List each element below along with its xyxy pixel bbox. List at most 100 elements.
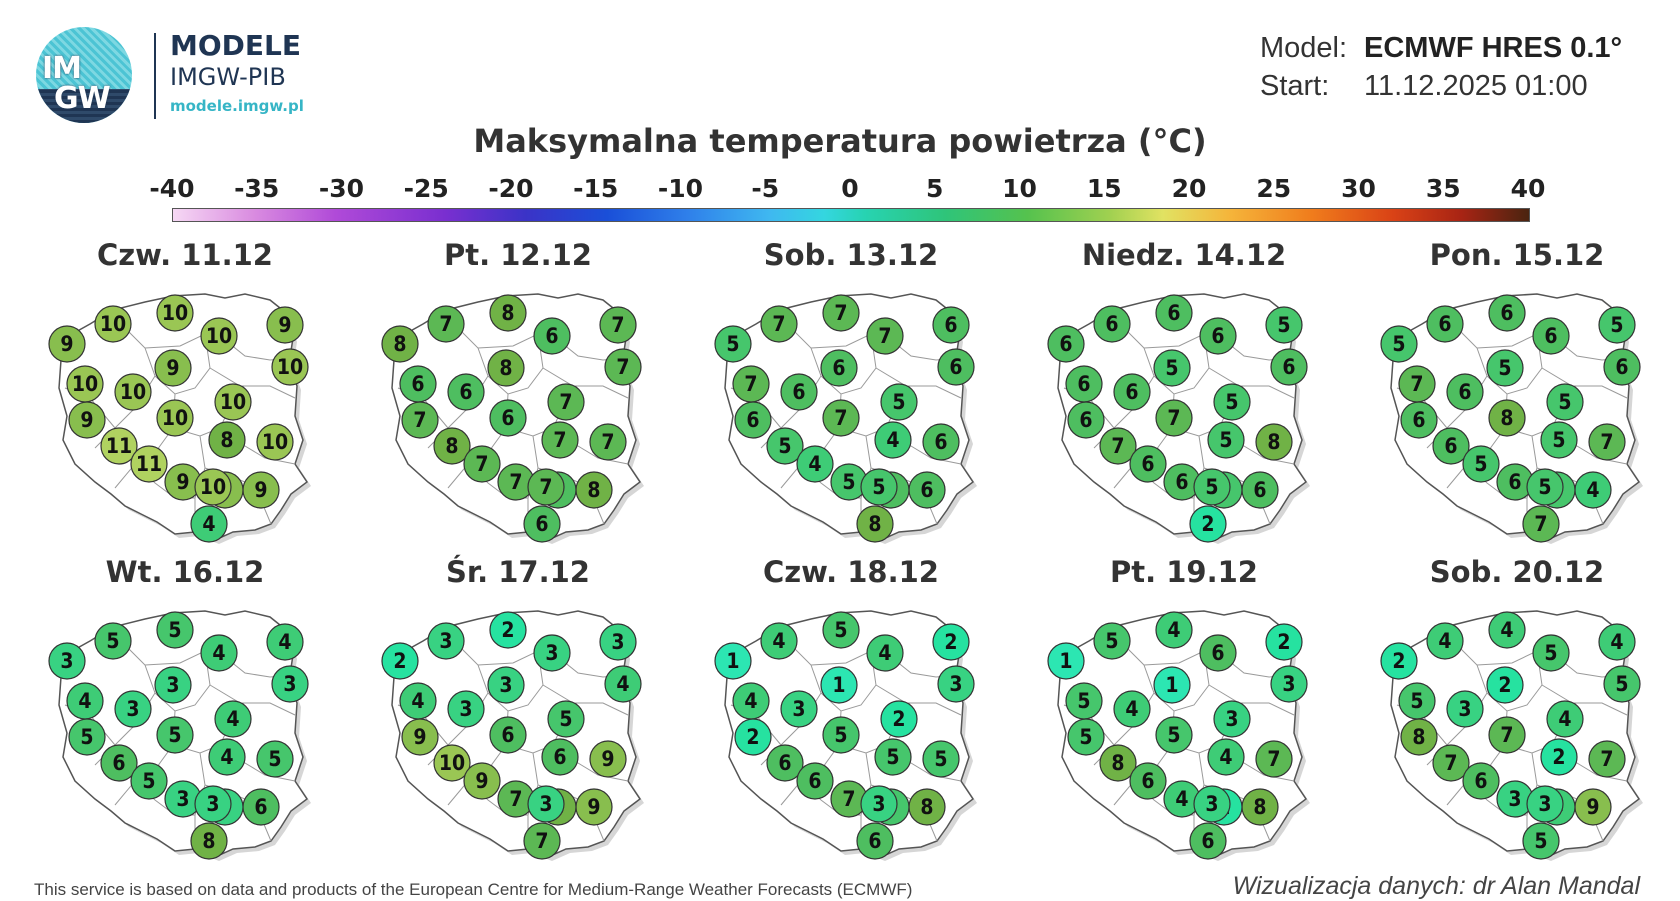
temperature-marker: 5 bbox=[1398, 682, 1436, 720]
temperature-marker: 6 bbox=[922, 423, 960, 461]
temperature-value: 10 bbox=[277, 355, 303, 379]
temperature-value: 3 bbox=[949, 672, 962, 696]
voivodeship-border bbox=[209, 684, 296, 716]
temperature-value: 5 bbox=[1534, 829, 1547, 853]
temperature-value: 8 bbox=[1267, 430, 1280, 454]
temperature-bubble bbox=[463, 762, 501, 800]
temperature-marker: 1 bbox=[820, 666, 858, 704]
day-title: Pon. 15.12 bbox=[1429, 238, 1605, 272]
temperature-bubble bbox=[1129, 762, 1167, 800]
temperature-marker: 10 bbox=[256, 423, 294, 461]
temperature-marker: 7 bbox=[527, 468, 565, 506]
temperature-value: 3 bbox=[539, 792, 552, 816]
logo-subtitle: IMGW-PIB bbox=[170, 63, 286, 91]
temperature-marker: 7 bbox=[866, 317, 904, 355]
temperature-marker: 9 bbox=[401, 718, 439, 756]
temperature-marker: 6 bbox=[1067, 401, 1105, 439]
temperature-bubble bbox=[734, 401, 772, 439]
temperature-value: 10 bbox=[262, 430, 288, 454]
color-scale: -40 -35 -30 -25 -20 -15 -10 -5 0 5 10 15 20 25 30 35 40 bbox=[149, 170, 1545, 226]
temperature-value: 4 bbox=[212, 641, 225, 665]
temperature-bubble bbox=[860, 468, 898, 506]
voivodeship-border bbox=[1541, 367, 1628, 399]
temperature-value: 6 bbox=[934, 430, 947, 454]
temperature-bubble bbox=[523, 822, 561, 860]
day-title: Sob. 13.12 bbox=[763, 238, 939, 272]
temperature-value: 5 bbox=[80, 725, 93, 749]
temperature-value: 7 bbox=[413, 408, 426, 432]
temperature-marker: 7 bbox=[760, 305, 798, 343]
temperature-bubble bbox=[1546, 383, 1584, 421]
temperature-marker: 5 bbox=[822, 611, 860, 649]
temperature-bubble bbox=[489, 399, 527, 437]
voivodeship-border bbox=[875, 367, 962, 399]
temperature-marker: 7 bbox=[1155, 399, 1193, 437]
temperature-marker: 5 bbox=[1067, 718, 1105, 756]
temperature-bubble bbox=[527, 468, 565, 506]
temperature-marker: 7 bbox=[1432, 744, 1470, 782]
temperature-value: 8 bbox=[202, 829, 215, 853]
temperature-value: 4 bbox=[886, 428, 899, 452]
temperature-bubble bbox=[780, 690, 818, 728]
temperature-bubble bbox=[1153, 349, 1191, 387]
temperature-value: 11 bbox=[106, 434, 132, 458]
temperature-marker: 6 bbox=[1241, 471, 1279, 509]
temperature-marker: 8 bbox=[381, 325, 419, 363]
temperature-marker: 6 bbox=[1113, 373, 1151, 411]
temperature-marker: 6 bbox=[1199, 317, 1237, 355]
temperature-marker: 6 bbox=[1270, 348, 1308, 386]
temperature-value: 7 bbox=[834, 301, 847, 325]
day-map: 452143143225566785536 bbox=[714, 610, 977, 861]
temperature-marker: 6 bbox=[1129, 445, 1167, 483]
temperature-bubble bbox=[1155, 611, 1193, 649]
temperature-bubble bbox=[856, 505, 894, 543]
temperature-bubble bbox=[48, 325, 86, 363]
temperature-value: 7 bbox=[616, 355, 629, 379]
temperature-marker: 5 bbox=[1265, 306, 1303, 344]
temperature-marker: 3 bbox=[1193, 785, 1231, 823]
temperature-marker: 5 bbox=[1526, 468, 1564, 506]
temperature-bubble bbox=[1099, 744, 1137, 782]
temperature-marker: 4 bbox=[604, 665, 642, 703]
temperature-value: 7 bbox=[772, 312, 785, 336]
temperature-value: 3 bbox=[126, 697, 139, 721]
temperature-value: 4 bbox=[1438, 629, 1451, 653]
temperature-bubble bbox=[1426, 305, 1464, 343]
temperature-bubble bbox=[1067, 401, 1105, 439]
temperature-bubble bbox=[266, 623, 304, 661]
temperature-bubble bbox=[1488, 399, 1526, 437]
temperature-bubble bbox=[1113, 373, 1151, 411]
temperature-value: 3 bbox=[166, 673, 179, 697]
temperature-marker: 7 bbox=[463, 445, 501, 483]
scale-tick-label: -40 bbox=[149, 174, 195, 203]
scale-tick-label: -15 bbox=[573, 174, 619, 203]
temperature-value: 6 bbox=[535, 512, 548, 536]
temperature-marker: 7 bbox=[1099, 427, 1137, 465]
temperature-marker: 9 bbox=[68, 401, 106, 439]
scale-tick-label: -25 bbox=[403, 174, 449, 203]
scale-tick-label: 10 bbox=[1002, 174, 1037, 203]
temperature-value: 2 bbox=[1498, 673, 1511, 697]
logo-url[interactable]: modele.imgw.pl bbox=[170, 97, 304, 115]
temperature-value: 6 bbox=[1500, 301, 1513, 325]
temperature-bubble bbox=[880, 700, 918, 738]
temperature-marker: 10 bbox=[194, 468, 232, 506]
temperature-value: 9 bbox=[60, 332, 73, 356]
temperature-marker: 10 bbox=[200, 317, 238, 355]
temperature-marker: 4 bbox=[66, 682, 104, 720]
temperature-value: 4 bbox=[1175, 787, 1188, 811]
temperature-value: 7 bbox=[611, 313, 624, 337]
temperature-value: 5 bbox=[268, 747, 281, 771]
temperature-marker: 4 bbox=[190, 505, 228, 543]
temperature-marker: 2 bbox=[1380, 642, 1418, 680]
temperature-bubble bbox=[937, 348, 975, 386]
temperature-value: 4 bbox=[278, 630, 291, 654]
temperature-value: 5 bbox=[1079, 725, 1092, 749]
temperature-bubble bbox=[1193, 785, 1231, 823]
temperature-value: 5 bbox=[1165, 356, 1178, 380]
temperature-value: 5 bbox=[934, 747, 947, 771]
day-title: Niedz. 14.12 bbox=[1081, 238, 1287, 272]
temperature-bubble bbox=[1446, 690, 1484, 728]
temperature-marker: 6 bbox=[523, 505, 561, 543]
temperature-value: 4 bbox=[220, 745, 233, 769]
